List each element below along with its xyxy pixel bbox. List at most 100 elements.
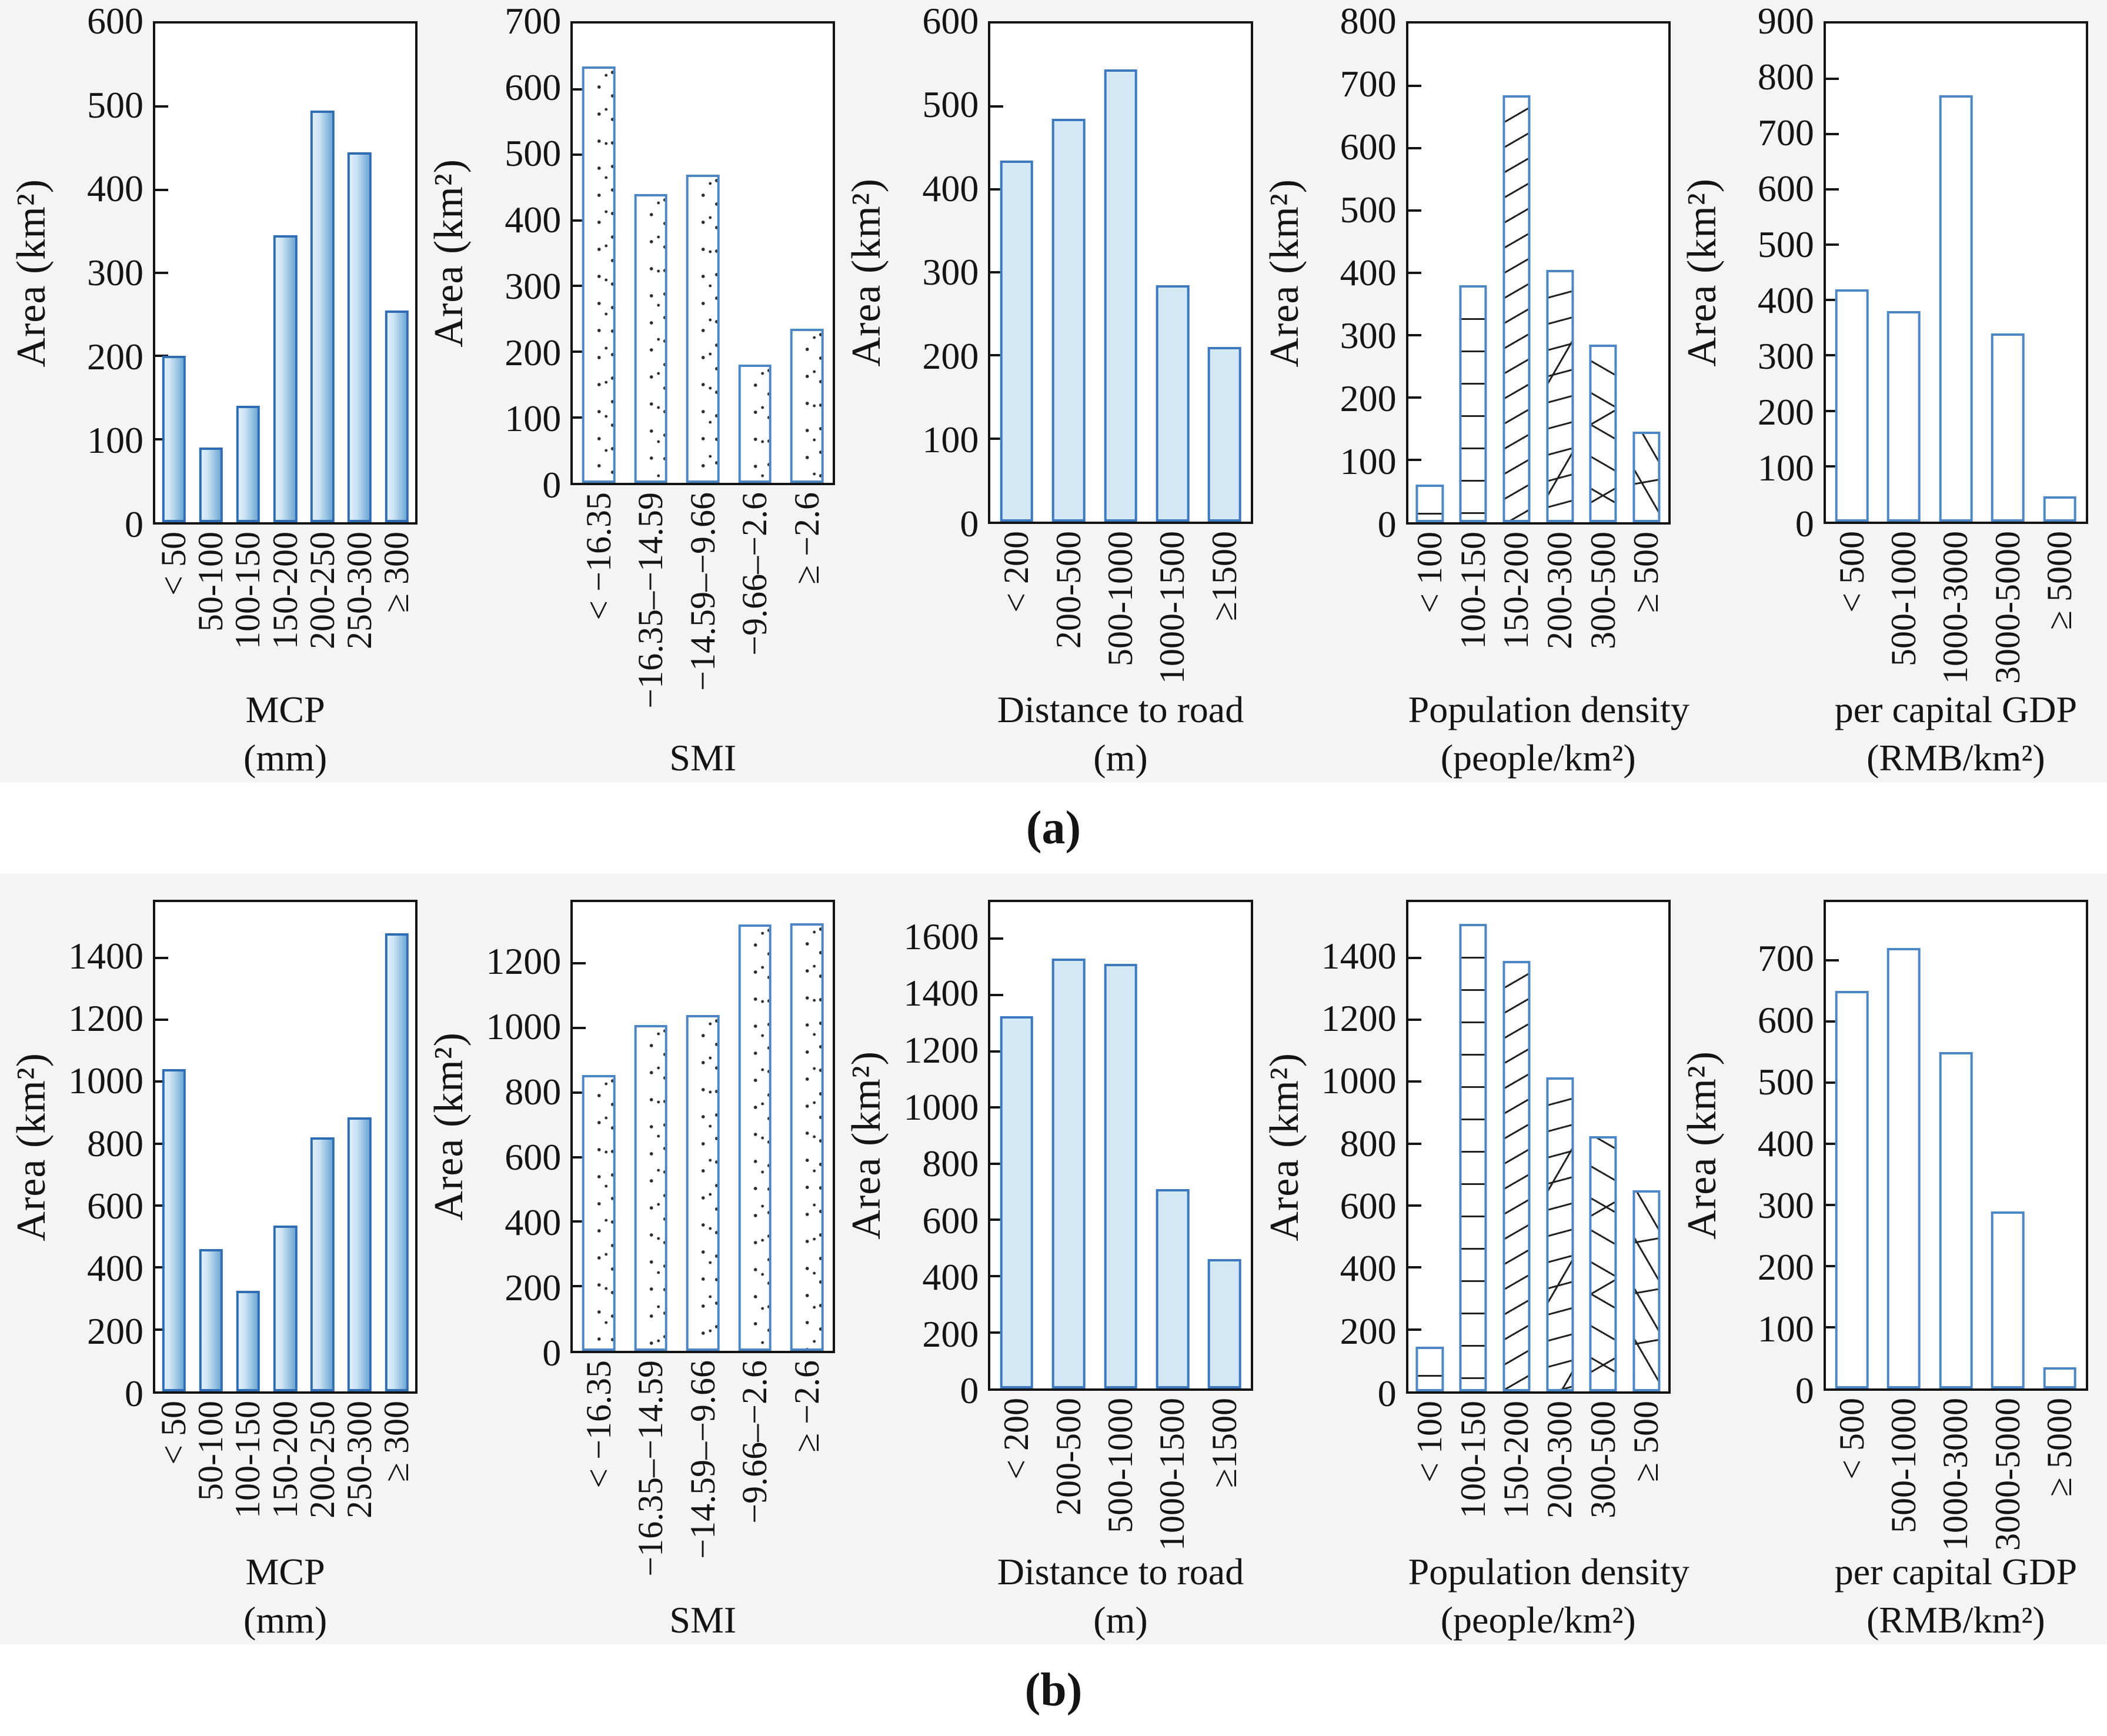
y-tick-mark	[1408, 459, 1421, 461]
y-tick-label: 500	[87, 84, 143, 126]
bar-distance-to-road-m-4	[1156, 1189, 1190, 1389]
x-tick-slot: 150-200	[1495, 525, 1538, 683]
y-tick-label: 900	[1757, 0, 1814, 42]
x-tick-slot: 1000-1500	[1147, 524, 1198, 684]
y-tick-mark	[1825, 409, 1839, 412]
x-tick-label: ≥1500	[1204, 1398, 1244, 1488]
y-tick-mark	[1408, 1328, 1421, 1331]
chart-title-line: (m)	[1093, 737, 1148, 779]
y-tick-mark	[155, 1328, 168, 1331]
y-tick-mark	[573, 416, 586, 419]
x-tick-slot: ≥ 5000	[2034, 1391, 2086, 1550]
bar-distance-to-road-m-3	[1104, 69, 1137, 522]
y-tick-mark	[990, 354, 1004, 357]
y-tick-label: 100	[87, 419, 143, 462]
x-tick-slot: 500-1000	[1094, 1391, 1146, 1550]
x-axis-tick-labels: < 50 50-100 100-150 150-200 200-250 250-300 ≥ …	[9, 525, 427, 683]
y-tick-label: 200	[87, 1310, 143, 1352]
y-tick-mark	[573, 1156, 586, 1159]
y-axis-label-text: Area (km²)	[426, 159, 472, 348]
y-tick-mark	[1825, 78, 1839, 81]
x-tick-slot: 1000-1500	[1147, 1391, 1198, 1551]
y-tick-label: 0	[542, 1331, 562, 1374]
chart-title: per capital GDP (RMB/km²)	[1680, 683, 2098, 782]
plot-area	[1823, 21, 2089, 524]
x-tick-label: < 200	[997, 1398, 1036, 1480]
y-tick-label: 400	[87, 168, 143, 210]
bar-distance-to-road-m-5	[1208, 1259, 1241, 1389]
plot-area	[570, 21, 836, 486]
bar-smi-4	[738, 365, 772, 483]
y-tick-label: 200	[87, 335, 143, 378]
y-axis-tick-labels: 0 100 200 300 400 500 600	[54, 0, 153, 545]
y-tick-label: 1000	[903, 1086, 979, 1128]
x-tick-slot: ≥ 500	[1625, 525, 1668, 683]
x-tick-label: 200-250	[302, 532, 342, 649]
x-tick-label: 250-300	[339, 532, 379, 649]
y-tick-label: 800	[87, 1122, 143, 1164]
bar-population-density-people-km-5	[1589, 344, 1617, 522]
y-axis-label: Area (km²)	[426, 21, 472, 485]
x-tick-label: 150-200	[1497, 1401, 1536, 1518]
y-tick-label: 600	[505, 1136, 562, 1179]
x-tick-slot: 150-200	[1495, 1394, 1538, 1550]
y-tick-label: 400	[922, 1256, 979, 1298]
y-tick-label: 300	[87, 252, 143, 293]
y-tick-mark	[573, 1091, 586, 1094]
y-tick-mark	[1825, 1143, 1839, 1146]
y-axis-label: Area (km²)	[1679, 21, 1725, 524]
y-axis-tick-labels: 0 200 400 600 800 1000 1200 1400 1600	[889, 900, 988, 1412]
y-tick-mark	[155, 105, 168, 108]
chart-distance-to-road-m-b: Area (km²) 0 200 400 600 800 1000 1200 1400 1600 <…	[844, 900, 1262, 1644]
x-tick-label: < 100	[1410, 1401, 1449, 1483]
y-tick-mark	[1408, 1019, 1421, 1021]
chart-title-line: (m)	[1093, 1599, 1148, 1641]
y-tick-label: 1400	[903, 972, 979, 1014]
chart-title-line: Population density	[1408, 689, 1689, 731]
y-tick-label: 600	[505, 66, 562, 108]
x-tick-label: < 50	[154, 532, 193, 596]
x-tick-label: ≥ −2.6	[787, 492, 826, 585]
x-tick-slot: 3000-5000	[1982, 524, 2033, 684]
y-tick-label: 0	[125, 1373, 143, 1414]
chart-population-density-people-km-a: Area (km²) 0 100 200 300 400 500 600 700 800 < 100…	[1262, 0, 1689, 782]
x-tick-label: 300-500	[1583, 532, 1622, 649]
y-tick-label: 600	[1340, 126, 1397, 168]
x-tick-slot: 3000-5000	[1982, 1391, 2033, 1551]
x-axis-tick-labels: < 200 200-500 500-1000 1000-1500 ≥1500	[844, 1391, 1262, 1551]
chart-title-line: (mm)	[243, 1599, 328, 1641]
chart-title: SMI	[427, 1558, 844, 1644]
plot-row: Area (km²) 0 100 200 300 400 500 600 700	[1679, 900, 2098, 1411]
x-tick-slot: 100-150	[228, 1394, 267, 1550]
bar-mcp-mm-1	[162, 356, 186, 522]
y-tick-label: 300	[922, 251, 979, 293]
y-tick-label: 200	[1757, 390, 1814, 433]
x-tick-slot: 200-500	[1043, 524, 1094, 684]
y-tick-mark	[1825, 1204, 1839, 1207]
y-tick-mark	[990, 188, 1004, 191]
bar-smi-1	[582, 66, 616, 483]
y-tick-mark	[155, 272, 168, 274]
y-tick-label: 300	[505, 265, 562, 307]
y-tick-label: 300	[1757, 335, 1814, 377]
x-axis-tick-labels: < 200 200-500 500-1000 1000-1500 ≥1500	[844, 524, 1262, 684]
y-axis-label: Area (km²)	[9, 900, 54, 1394]
bar-distance-to-road-m-2	[1051, 119, 1086, 522]
bar-mcp-mm-2	[199, 1248, 223, 1391]
bar-mcp-mm-7	[385, 310, 409, 522]
bar-distance-to-road-m-4	[1156, 285, 1190, 522]
y-tick-label: 500	[1757, 1061, 1814, 1103]
bar-mcp-mm-6	[348, 1117, 372, 1391]
plot-area	[1405, 21, 1671, 525]
panel-a-label: (a)	[0, 782, 2107, 874]
x-tick-label: ≥ 5000	[2040, 1398, 2079, 1497]
y-tick-mark	[1408, 272, 1421, 274]
panel-b: Area (km²) 0 200 400 600 800 1000 1200 1400 < 50 5…	[0, 874, 2107, 1644]
bar-distance-to-road-m-3	[1104, 964, 1137, 1389]
y-tick-mark	[573, 1285, 586, 1288]
y-tick-label: 400	[922, 167, 979, 209]
bar-population-density-people-km-6	[1632, 1190, 1661, 1391]
chart-mcp-mm-a: Area (km²) 0 100 200 300 400 500 600 < 50 50-100 1…	[9, 0, 427, 782]
x-tick-label: −14.59–−9.66	[683, 1360, 722, 1559]
x-tick-slot: 200-500	[1043, 1391, 1094, 1550]
